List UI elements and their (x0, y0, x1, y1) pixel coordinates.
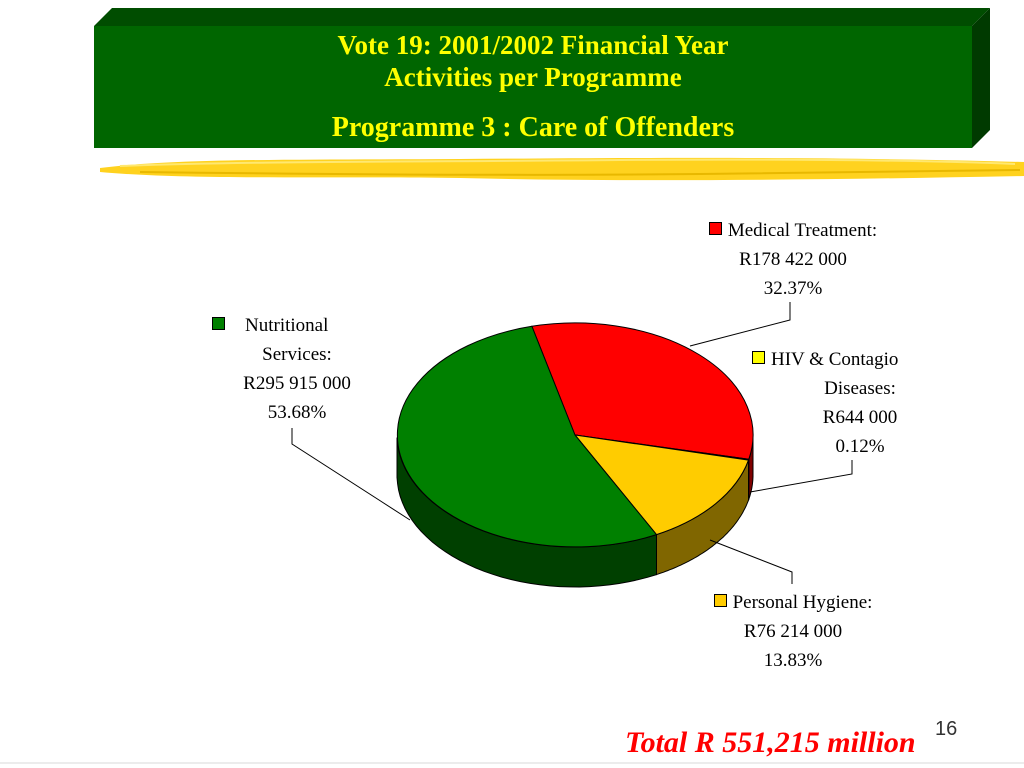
label-hiv-name: HIV & Contagio (771, 349, 899, 370)
pie-slice-medical (531, 322, 754, 460)
label-medical-treatment: Medical Treatment: R178 422 000 32.37% (684, 216, 902, 303)
label-nutritional-services: Nutritional Services: R295 915 000 53.68… (212, 311, 382, 427)
legend-swatch-nutrition (212, 317, 225, 330)
title-line-2: Activities per Programme (384, 62, 682, 92)
title-line-1: Vote 19: 2001/2002 Financial Year (337, 30, 729, 60)
label-hiv-contagious: HIV & Contagio Diseases: R644 000 0.12% (752, 345, 928, 461)
pie-slices (396, 322, 754, 548)
label-hygiene-percent: 13.83% (763, 650, 823, 671)
label-personal-hygiene: Personal Hygiene: R76 214 000 13.83% (690, 588, 896, 675)
total-amount: Total R 551,215 million (625, 726, 916, 759)
legend-swatch-hygiene (713, 594, 727, 607)
legend-swatch-medical (708, 222, 722, 235)
leader-medical (689, 302, 791, 347)
pie-slice-nutrition (396, 325, 658, 548)
legend-swatch-hiv (752, 351, 765, 364)
leader-hiv (749, 460, 853, 493)
pie-slice-hygiene (573, 434, 750, 536)
label-hiv-percent: 0.12% (835, 436, 885, 457)
page-number: 16 (935, 718, 958, 740)
title-banner (92, 6, 992, 152)
leader-hygiene (709, 539, 793, 584)
label-medical-name: Medical Treatment: (727, 220, 878, 241)
bottom-divider (0, 762, 1024, 764)
label-hiv-amount: R644 000 (822, 407, 898, 428)
label-nutrition-amount: R295 915 000 (243, 373, 351, 394)
leader-lines (291, 302, 853, 584)
label-medical-percent: 32.37% (763, 278, 823, 299)
label-hygiene-amount: R76 214 000 (743, 621, 843, 642)
label-medical-amount: R178 422 000 (739, 249, 847, 270)
label-nutrition-name: Nutritional (245, 315, 329, 336)
label-nutrition-name-cont: Services: (262, 344, 332, 365)
title-line-3: Programme 3 : Care of Offenders (331, 112, 735, 143)
label-nutrition-percent: 53.68% (267, 402, 327, 423)
label-hygiene-name: Personal Hygiene: (732, 592, 873, 613)
leader-nutrition (291, 428, 411, 521)
brush-stroke-divider (100, 157, 1024, 181)
label-hiv-name-cont: Diseases: (824, 378, 896, 399)
